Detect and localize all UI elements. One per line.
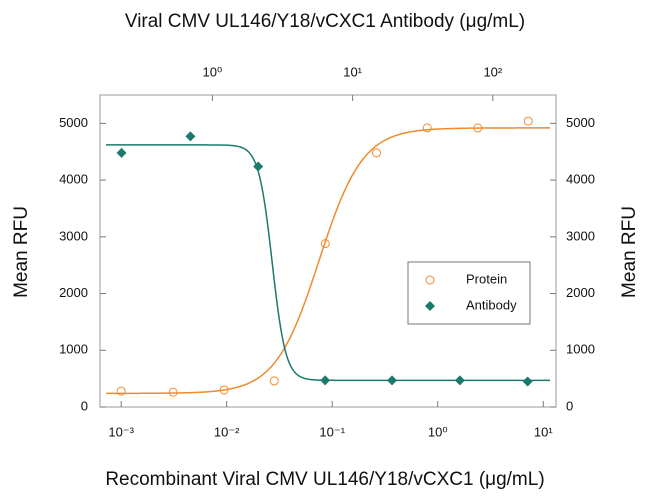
- y2-tick-label: 1000: [566, 342, 595, 357]
- x-tick-label: 10⁻¹: [319, 424, 345, 439]
- x-tick-label: 10¹: [534, 424, 553, 439]
- point: [116, 147, 127, 158]
- point: [219, 385, 229, 395]
- x2-tick-label: 10⁰: [203, 64, 223, 79]
- point: [454, 375, 465, 386]
- point: [168, 387, 178, 397]
- y2-axis-label: Mean RFU: [619, 206, 640, 298]
- point: [320, 239, 330, 249]
- fit-curve: [106, 127, 550, 395]
- point: [523, 116, 533, 126]
- legend-box: [407, 261, 531, 325]
- y-tick-label: 1000: [59, 342, 88, 357]
- chart-title: Viral CMV UL146/Y18/vCXC1 Antibody (μg/m…: [125, 11, 525, 32]
- legend-label: Protein: [466, 271, 507, 286]
- point: [473, 123, 483, 133]
- y-tick-label: 3000: [59, 228, 88, 243]
- point: [269, 376, 279, 386]
- point: [253, 161, 264, 172]
- y2-tick-label: 5000: [566, 115, 595, 130]
- x-axis-label: Recombinant Viral CMV UL146/Y18/vCXC1 (μ…: [105, 469, 544, 490]
- point: [320, 375, 331, 386]
- y2-tick-label: 0: [566, 398, 573, 413]
- legend-marker: [425, 275, 435, 285]
- y2-tick-label: 3000: [566, 228, 595, 243]
- plot-frame: [99, 94, 557, 408]
- x2-tick-label: 10²: [483, 64, 502, 79]
- point: [522, 376, 533, 387]
- y-tick-label: 2000: [59, 285, 88, 300]
- point: [116, 386, 126, 396]
- y-axis-label: Mean RFU: [11, 206, 32, 298]
- legend-marker: [425, 301, 435, 311]
- x2-tick-label: 10¹: [343, 64, 362, 79]
- y-tick-label: 0: [81, 398, 88, 413]
- y2-tick-label: 4000: [566, 172, 595, 187]
- x-tick-label: 10⁻³: [108, 424, 134, 439]
- x-tick-label: 10⁰: [428, 424, 448, 439]
- y2-tick-label: 2000: [566, 285, 595, 300]
- y-tick-label: 4000: [59, 172, 88, 187]
- point: [372, 148, 382, 158]
- point: [387, 375, 398, 386]
- legend-label: Antibody: [466, 297, 517, 312]
- y-tick-label: 5000: [59, 115, 88, 130]
- x-tick-label: 10⁻²: [214, 424, 240, 439]
- point: [185, 131, 196, 142]
- point: [422, 123, 432, 133]
